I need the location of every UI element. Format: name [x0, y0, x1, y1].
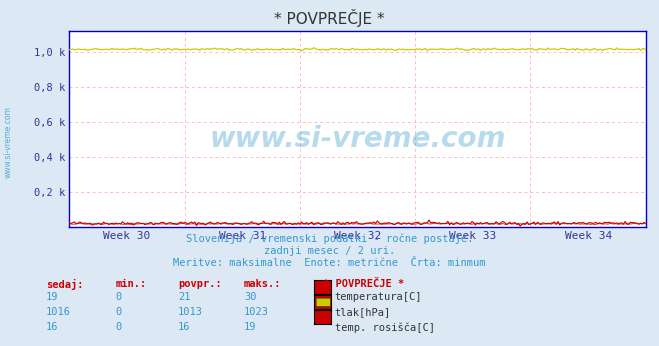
Text: 0: 0: [115, 292, 121, 302]
Text: min.:: min.:: [115, 279, 146, 289]
Text: 19: 19: [244, 322, 256, 333]
Text: 21: 21: [178, 292, 190, 302]
Text: temp. rosišča[C]: temp. rosišča[C]: [335, 322, 435, 333]
Text: * POVPREČJE *: * POVPREČJE *: [323, 279, 404, 289]
Text: www.si-vreme.com: www.si-vreme.com: [4, 106, 13, 178]
Text: sedaj:: sedaj:: [46, 279, 84, 290]
Text: www.si-vreme.com: www.si-vreme.com: [210, 125, 505, 153]
Text: 16: 16: [178, 322, 190, 333]
Text: 0: 0: [115, 322, 121, 333]
Text: povpr.:: povpr.:: [178, 279, 221, 289]
Text: 1013: 1013: [178, 307, 203, 317]
Text: 19: 19: [46, 292, 59, 302]
Text: Meritve: maksimalne  Enote: metrične  Črta: minmum: Meritve: maksimalne Enote: metrične Črta…: [173, 258, 486, 268]
Text: 1016: 1016: [46, 307, 71, 317]
Text: 16: 16: [46, 322, 59, 333]
Text: zadnji mesec / 2 uri.: zadnji mesec / 2 uri.: [264, 246, 395, 256]
Text: tlak[hPa]: tlak[hPa]: [335, 307, 391, 317]
Text: 1023: 1023: [244, 307, 269, 317]
Text: Slovenija / vremenski podatki - ročne postaje.: Slovenija / vremenski podatki - ročne po…: [186, 234, 473, 244]
Text: 30: 30: [244, 292, 256, 302]
Text: 0: 0: [115, 307, 121, 317]
Text: * POVPREČJE *: * POVPREČJE *: [274, 9, 385, 27]
Text: maks.:: maks.:: [244, 279, 281, 289]
Text: temperatura[C]: temperatura[C]: [335, 292, 422, 302]
